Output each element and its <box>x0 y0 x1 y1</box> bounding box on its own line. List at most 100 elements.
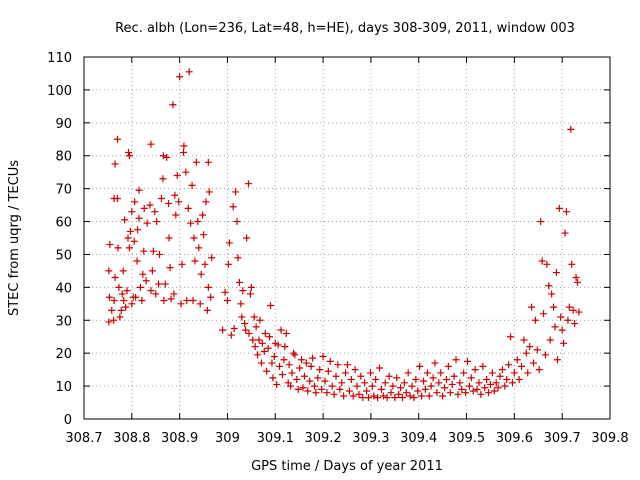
data-point <box>406 392 414 400</box>
data-point <box>276 362 284 370</box>
data-point <box>260 348 268 356</box>
data-point <box>190 234 198 242</box>
data-point <box>324 367 332 375</box>
data-point <box>481 384 489 392</box>
data-point <box>526 343 534 351</box>
data-point <box>223 297 231 305</box>
data-point <box>176 73 184 81</box>
data-point <box>418 392 426 400</box>
data-point <box>318 385 326 393</box>
data-point <box>258 339 266 347</box>
data-point <box>294 385 302 393</box>
data-point <box>250 313 258 321</box>
data-point <box>475 379 483 387</box>
data-point <box>113 135 121 143</box>
data-point <box>118 290 126 298</box>
data-point <box>166 264 174 272</box>
data-point <box>238 313 246 321</box>
data-point <box>537 218 545 226</box>
data-point <box>513 356 521 364</box>
data-point <box>135 214 143 222</box>
data-point <box>232 188 240 196</box>
x-tick-label: 308.7 <box>65 431 102 446</box>
data-point <box>142 277 150 285</box>
data-point <box>191 257 199 265</box>
data-point <box>357 372 365 380</box>
data-point <box>178 260 186 268</box>
data-point <box>247 283 255 291</box>
data-point <box>412 376 420 384</box>
data-point <box>197 270 205 278</box>
data-point <box>125 152 133 160</box>
data-point <box>280 356 288 364</box>
data-point <box>119 267 127 275</box>
data-point <box>450 372 458 380</box>
data-point <box>270 352 278 360</box>
x-tick-label: 308.8 <box>113 431 150 446</box>
data-point <box>540 310 548 318</box>
data-point <box>128 208 136 216</box>
data-point <box>567 125 575 133</box>
y-tick-label: 90 <box>55 117 72 132</box>
data-point <box>338 379 346 387</box>
data-point <box>116 313 124 321</box>
data-point <box>345 387 353 395</box>
data-point <box>159 175 167 183</box>
data-point <box>321 377 329 385</box>
data-point <box>156 250 164 258</box>
data-point <box>105 293 113 301</box>
data-point <box>235 278 243 286</box>
data-point <box>374 394 382 402</box>
data-point <box>529 359 537 367</box>
data-point <box>518 362 526 370</box>
data-point <box>414 387 422 395</box>
data-point <box>138 297 146 305</box>
data-point <box>334 361 342 369</box>
data-point <box>323 389 331 397</box>
data-point <box>319 352 327 360</box>
data-point <box>131 198 139 206</box>
data-point <box>268 359 276 367</box>
data-point <box>199 211 207 219</box>
data-point <box>147 140 155 148</box>
plot-frame <box>83 56 611 420</box>
data-point <box>561 229 569 237</box>
data-point <box>435 379 443 387</box>
data-point <box>398 394 406 402</box>
data-point <box>538 257 546 265</box>
x-axis-label: GPS time / Days of year 2011 <box>251 459 443 474</box>
data-point <box>439 392 447 400</box>
data-point <box>571 320 579 328</box>
data-point <box>148 267 156 275</box>
data-point <box>381 379 389 387</box>
data-point <box>343 361 351 369</box>
data-point <box>349 392 357 400</box>
y-tick-label: 60 <box>55 216 72 231</box>
data-point <box>239 287 247 295</box>
data-point <box>136 283 144 291</box>
data-point <box>342 369 350 377</box>
data-point <box>172 211 180 219</box>
data-point <box>477 390 485 398</box>
data-point <box>132 293 140 301</box>
data-point <box>160 297 168 305</box>
data-point <box>316 366 324 374</box>
data-point <box>376 364 384 372</box>
data-point <box>114 244 122 252</box>
x-tick-label: 309 <box>215 431 240 446</box>
data-point <box>252 323 260 331</box>
data-point <box>111 273 119 281</box>
data-point <box>471 366 479 374</box>
data-point <box>347 376 355 384</box>
data-point <box>254 351 262 359</box>
data-point <box>505 361 513 369</box>
data-point <box>326 357 334 365</box>
data-point <box>553 356 561 364</box>
data-point <box>442 376 450 384</box>
data-point <box>458 385 466 393</box>
data-point <box>244 180 252 188</box>
data-point <box>488 369 496 377</box>
data-point <box>387 389 395 397</box>
data-point <box>551 323 559 331</box>
data-point <box>389 382 397 390</box>
